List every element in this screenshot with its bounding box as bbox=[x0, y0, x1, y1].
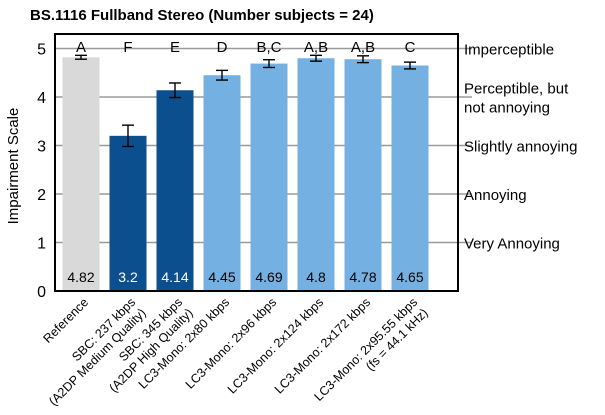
bar bbox=[109, 135, 147, 291]
scale-label: Perceptible, but not annoying bbox=[464, 81, 569, 117]
y-axis-label: Impairment Scale bbox=[5, 108, 22, 225]
data-label: 4.45 bbox=[208, 269, 235, 285]
x-tick-label: LC3-Mono: 2x172 kbps bbox=[272, 295, 373, 396]
bar bbox=[156, 90, 194, 291]
scale-label-line: Very Annoying bbox=[464, 236, 560, 253]
y-tick-label: 5 bbox=[37, 42, 46, 59]
group-label: F bbox=[123, 39, 132, 56]
chart-title: BS.1116 Fullband Stereo (Number subjects… bbox=[30, 7, 374, 24]
x-tick-label: LC3-Mono: 2x95.55 kbps(fs = 44.1 kHz) bbox=[311, 295, 430, 414]
data-label: 4.65 bbox=[396, 269, 423, 285]
scale-label-line: Annoying bbox=[464, 187, 527, 204]
y-tick-labels: 0 1 2 3 4 5 bbox=[37, 42, 46, 301]
bar bbox=[250, 63, 288, 291]
error-bar bbox=[75, 54, 87, 60]
impairment-scale-labels: Imperceptible Perceptible, but not annoyin… bbox=[464, 42, 577, 253]
group-labels: A F E D B,C A,B A,B C bbox=[76, 39, 416, 56]
scale-label-line: not annoying bbox=[464, 100, 550, 117]
error-bar bbox=[216, 69, 228, 81]
error-bar bbox=[169, 82, 181, 99]
scale-label: Annoying bbox=[464, 187, 527, 204]
y-tick-label: 2 bbox=[37, 187, 46, 204]
x-tick-label-line: Reference bbox=[40, 295, 91, 346]
group-label: A,B bbox=[304, 39, 328, 56]
data-label: 4.69 bbox=[255, 269, 282, 285]
group-label: E bbox=[170, 39, 180, 56]
y-tick-label: 0 bbox=[37, 284, 46, 301]
bar bbox=[62, 57, 100, 292]
data-label: 4.78 bbox=[349, 269, 376, 285]
x-tick-label-line: LC3-Mono: 2x124 kbps bbox=[225, 295, 326, 396]
group-label: A bbox=[76, 39, 86, 56]
group-label: C bbox=[405, 39, 416, 56]
error-bar bbox=[263, 59, 275, 69]
error-bar bbox=[122, 124, 134, 148]
data-label: 3.2 bbox=[118, 269, 138, 285]
bar bbox=[297, 58, 335, 291]
scale-label-line: Perceptible, but bbox=[464, 81, 569, 98]
group-label: D bbox=[217, 39, 228, 56]
scale-label-line: Slightly annoying bbox=[464, 139, 577, 156]
x-tick-label-line: LC3-Mono: 2x172 kbps bbox=[272, 295, 373, 396]
data-label: 4.82 bbox=[67, 269, 94, 285]
data-label: 4.8 bbox=[306, 269, 326, 285]
x-tick-label-line: LC3-Mono: 2x96 kbps bbox=[183, 295, 279, 391]
group-label: A,B bbox=[351, 39, 375, 56]
scale-label: Very Annoying bbox=[464, 236, 560, 253]
bar bbox=[203, 75, 241, 291]
y-tick-label: 3 bbox=[37, 139, 46, 156]
y-tick-label: 4 bbox=[37, 90, 46, 107]
bars bbox=[62, 57, 429, 292]
data-label: 4.14 bbox=[161, 269, 188, 285]
scale-label: Slightly annoying bbox=[464, 139, 577, 156]
group-label: B,C bbox=[256, 39, 281, 56]
bar bbox=[391, 65, 429, 292]
scale-label-line: Imperceptible bbox=[464, 42, 554, 59]
x-tick-label: LC3-Mono: 2x96 kbps bbox=[183, 295, 279, 391]
value-labels: 4.82 3.2 4.14 4.45 4.69 4.8 4.78 4.65 bbox=[67, 269, 423, 285]
error-bar bbox=[357, 55, 369, 64]
bar bbox=[344, 59, 382, 292]
x-tick-label: LC3-Mono: 2x124 kbps bbox=[225, 295, 326, 396]
plot-frame bbox=[54, 33, 459, 292]
error-bars bbox=[75, 54, 416, 148]
x-tick-label: Reference bbox=[40, 295, 91, 346]
scale-label: Imperceptible bbox=[464, 42, 554, 59]
error-bar bbox=[404, 61, 416, 70]
y-tick-label: 1 bbox=[37, 236, 46, 253]
error-bar bbox=[310, 54, 322, 62]
